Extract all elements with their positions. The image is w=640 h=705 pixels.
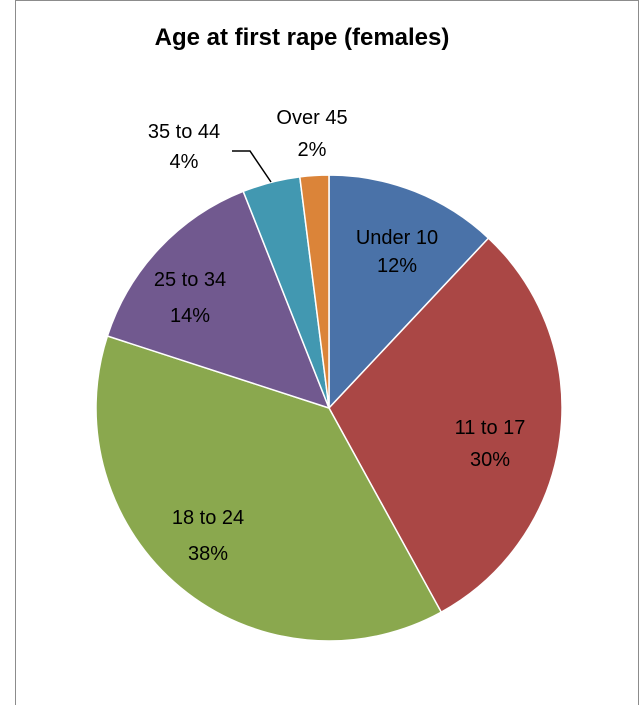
slice-category-label: 18 to 24	[172, 507, 244, 529]
pie-slice-25-to-34	[106, 190, 331, 410]
chart-title: Age at first rape (females)	[155, 24, 450, 51]
slice-category-label: 35 to 44	[148, 121, 220, 143]
slice-category-label: Over 45	[276, 107, 347, 129]
pie-slice-18-to-24	[95, 335, 443, 642]
slice-percent-label: 38%	[188, 543, 228, 565]
slice-category-label: Under 10	[356, 227, 438, 249]
pie-slice-under-10	[328, 174, 490, 410]
pie-slice-over-45	[298, 174, 330, 409]
slice-percent-label: 30%	[470, 449, 510, 471]
slice-percent-label: 4%	[170, 151, 199, 173]
slice-category-label: 25 to 34	[154, 269, 226, 291]
slice-percent-label: 14%	[170, 305, 210, 327]
slice-percent-label: 12%	[377, 255, 417, 277]
slice-percent-label: 2%	[298, 139, 327, 161]
slice-labels: Under 10 12% 11 to 17 30% 18 to 24 38% 25 to 3…	[148, 107, 526, 565]
pie-slices	[95, 174, 563, 642]
pie-slice-11-to-17	[328, 237, 563, 614]
slice-category-label: 11 to 17	[455, 417, 526, 439]
leader-line	[232, 150, 272, 183]
